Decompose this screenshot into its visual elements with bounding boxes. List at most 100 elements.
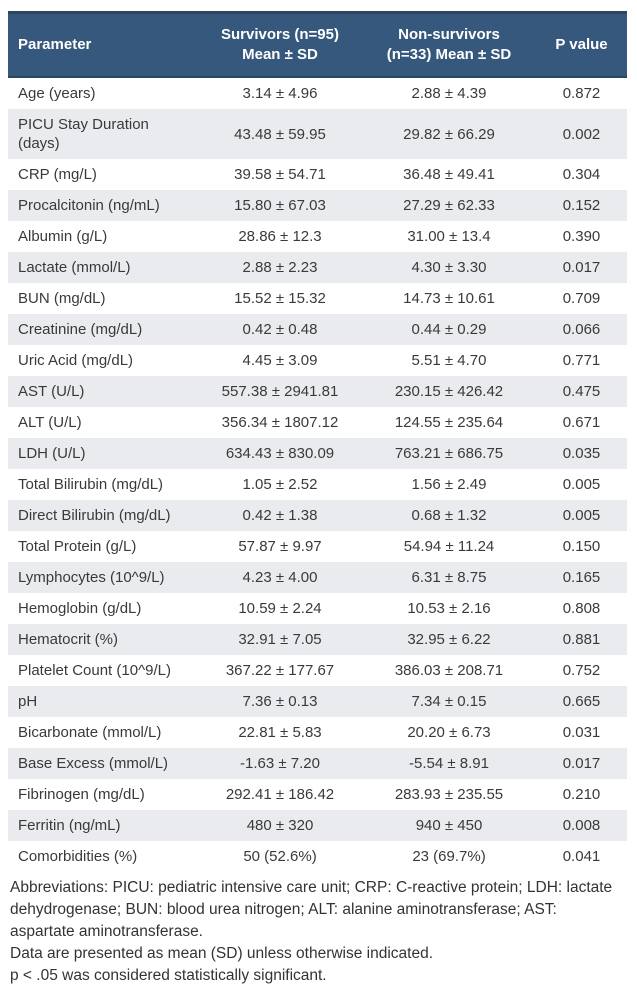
footnote-data-presentation: Data are presented as mean (SD) unless o… bbox=[10, 945, 434, 962]
parameter-cell: Base Excess (mmol/L) bbox=[18, 755, 169, 772]
table-row: Direct Bilirubin (mg/dL) 0.42 ± 1.38 0.6… bbox=[8, 500, 627, 531]
parameter-cell: Hemoglobin (g/dL) bbox=[18, 600, 142, 617]
parameter-cell: LDH (U/L) bbox=[18, 445, 86, 462]
parameter-cell: Comorbidities (%) bbox=[18, 848, 138, 865]
parameter-cell: AST (U/L) bbox=[18, 383, 85, 400]
table-row: LDH (U/L) 634.43 ± 830.09 763.21 ± 686.7… bbox=[8, 438, 627, 469]
non-survivors-cell: 0.68 ± 1.32 bbox=[411, 507, 487, 524]
p-value-cell: 0.808 bbox=[562, 600, 601, 617]
table-row: Bicarbonate (mmol/L) 22.81 ± 5.83 20.20 … bbox=[8, 717, 627, 748]
table-row: Comorbidities (%) 50 (52.6%) 23 (69.7%) … bbox=[8, 841, 627, 872]
survivors-cell: 367.22 ± 177.67 bbox=[225, 662, 335, 679]
footnote-significance: p < .05 was considered statistically sig… bbox=[10, 967, 327, 984]
parameter-cell: Fibrinogen (mg/dL) bbox=[18, 786, 145, 803]
survivors-cell: 43.48 ± 59.95 bbox=[234, 125, 326, 143]
non-survivors-cell: 23 (69.7%) bbox=[412, 848, 486, 865]
p-value-cell: 0.671 bbox=[562, 414, 601, 431]
p-value-cell: 0.709 bbox=[562, 290, 601, 307]
table-row: ALT (U/L) 356.34 ± 1807.12 124.55 ± 235.… bbox=[8, 407, 627, 438]
parameter-cell: BUN (mg/dL) bbox=[18, 290, 106, 307]
clinical-parameters-table: Parameter Survivors (n=95) Mean ± SD Non… bbox=[8, 11, 627, 872]
non-survivors-cell: 124.55 ± 235.64 bbox=[394, 414, 504, 431]
non-survivors-cell: 14.73 ± 10.61 bbox=[403, 290, 495, 307]
table-row: Total Protein (g/L) 57.87 ± 9.97 54.94 ±… bbox=[8, 531, 627, 562]
p-value-cell: 0.881 bbox=[562, 631, 601, 648]
table-row: AST (U/L) 557.38 ± 2941.81 230.15 ± 426.… bbox=[8, 376, 627, 407]
survivors-cell: 0.42 ± 1.38 bbox=[242, 507, 318, 524]
non-survivors-cell: 54.94 ± 11.24 bbox=[403, 538, 495, 555]
table-row: Ferritin (ng/mL) 480 ± 320 940 ± 450 0.0… bbox=[8, 810, 627, 841]
non-survivors-cell: -5.54 ± 8.91 bbox=[409, 755, 489, 772]
table-row: Hemoglobin (g/dL) 10.59 ± 2.24 10.53 ± 2… bbox=[8, 593, 627, 624]
p-value-cell: 0.041 bbox=[562, 848, 601, 865]
survivors-cell: 15.80 ± 67.03 bbox=[234, 197, 326, 214]
p-value-cell: 0.017 bbox=[562, 259, 601, 276]
non-survivors-cell: 36.48 ± 49.41 bbox=[403, 166, 495, 183]
non-survivors-cell: 763.21 ± 686.75 bbox=[394, 445, 504, 462]
p-value-cell: 0.005 bbox=[562, 507, 601, 524]
parameter-cell: Ferritin (ng/mL) bbox=[18, 817, 121, 834]
survivors-cell: 10.59 ± 2.24 bbox=[238, 600, 322, 617]
non-survivors-cell: 4.30 ± 3.30 bbox=[411, 259, 487, 276]
table-row: Hematocrit (%) 32.91 ± 7.05 32.95 ± 6.22… bbox=[8, 624, 627, 655]
header-survivors: Survivors (n=95) Mean ± SD bbox=[198, 11, 362, 78]
table-row: pH 7.36 ± 0.13 7.34 ± 0.15 0.665 bbox=[8, 686, 627, 717]
table-row: PICU Stay Duration (days) 43.48 ± 59.95 … bbox=[8, 109, 627, 159]
p-value-cell: 0.771 bbox=[562, 352, 601, 369]
survivors-cell: 1.05 ± 2.52 bbox=[242, 476, 318, 493]
survivors-cell: 50 (52.6%) bbox=[243, 848, 317, 865]
survivors-cell: 7.36 ± 0.13 bbox=[242, 693, 318, 710]
parameter-cell: Lymphocytes (10^9/L) bbox=[18, 569, 165, 586]
survivors-cell: 2.88 ± 2.23 bbox=[242, 259, 318, 276]
parameter-cell: Lactate (mmol/L) bbox=[18, 259, 131, 276]
survivors-cell: 57.87 ± 9.97 bbox=[238, 538, 322, 555]
non-survivors-cell: 20.20 ± 6.73 bbox=[407, 724, 491, 741]
non-survivors-cell: 1.56 ± 2.49 bbox=[411, 476, 487, 493]
parameter-cell: Procalcitonin (ng/mL) bbox=[18, 197, 160, 214]
header-row: Parameter Survivors (n=95) Mean ± SD Non… bbox=[8, 11, 627, 78]
survivors-cell: 3.14 ± 4.96 bbox=[242, 85, 318, 102]
parameter-cell: Creatinine (mg/dL) bbox=[18, 321, 143, 338]
p-value-cell: 0.752 bbox=[562, 662, 601, 679]
non-survivors-cell: 31.00 ± 13.4 bbox=[407, 228, 491, 245]
parameter-cell: ALT (U/L) bbox=[18, 414, 82, 431]
p-value-cell: 0.005 bbox=[562, 476, 601, 493]
parameter-cell: Age (years) bbox=[18, 85, 96, 102]
p-value-cell: 0.165 bbox=[562, 569, 601, 586]
non-survivors-cell: 10.53 ± 2.16 bbox=[407, 600, 491, 617]
parameter-cell: Total Bilirubin (mg/dL) bbox=[18, 476, 164, 493]
non-survivors-cell: 230.15 ± 426.42 bbox=[394, 383, 504, 400]
p-value-cell: 0.035 bbox=[562, 445, 601, 462]
survivors-cell: 15.52 ± 15.32 bbox=[234, 290, 326, 307]
survivors-cell: 22.81 ± 5.83 bbox=[238, 724, 322, 741]
survivors-cell: 0.42 ± 0.48 bbox=[242, 321, 318, 338]
p-value-cell: 0.872 bbox=[562, 85, 601, 102]
table-body: Age (years) 3.14 ± 4.96 2.88 ± 4.39 0.87… bbox=[8, 77, 627, 872]
table-row: Lymphocytes (10^9/L) 4.23 ± 4.00 6.31 ± … bbox=[8, 562, 627, 593]
table-footnotes: Abbreviations: PICU: pediatric intensive… bbox=[10, 877, 625, 987]
parameter-cell: Platelet Count (10^9/L) bbox=[18, 662, 171, 679]
parameter-cell: Albumin (g/L) bbox=[18, 228, 108, 245]
header-p-value: P value bbox=[536, 11, 627, 78]
parameter-cell: Total Protein (g/L) bbox=[18, 538, 137, 555]
non-survivors-cell: 386.03 ± 208.71 bbox=[394, 662, 504, 679]
survivors-cell: 4.23 ± 4.00 bbox=[242, 569, 318, 586]
p-value-cell: 0.002 bbox=[562, 125, 601, 143]
non-survivors-cell: 283.93 ± 235.55 bbox=[394, 786, 504, 803]
parameter-cell: PICU Stay Duration (days) bbox=[18, 116, 149, 152]
survivors-cell: -1.63 ± 7.20 bbox=[240, 755, 320, 772]
survivors-cell: 32.91 ± 7.05 bbox=[238, 631, 322, 648]
p-value-cell: 0.008 bbox=[562, 817, 601, 834]
survivors-cell: 28.86 ± 12.3 bbox=[238, 228, 322, 245]
parameter-cell: Hematocrit (%) bbox=[18, 631, 119, 648]
p-value-cell: 0.475 bbox=[562, 383, 601, 400]
p-value-cell: 0.304 bbox=[562, 166, 601, 183]
p-value-cell: 0.150 bbox=[562, 538, 601, 555]
p-value-cell: 0.031 bbox=[562, 724, 601, 741]
table-row: Uric Acid (mg/dL) 4.45 ± 3.09 5.51 ± 4.7… bbox=[8, 345, 627, 376]
parameter-cell: Direct Bilirubin (mg/dL) bbox=[18, 507, 171, 524]
non-survivors-cell: 0.44 ± 0.29 bbox=[411, 321, 487, 338]
table-row: Fibrinogen (mg/dL) 292.41 ± 186.42 283.9… bbox=[8, 779, 627, 810]
parameter-cell: Uric Acid (mg/dL) bbox=[18, 352, 134, 369]
